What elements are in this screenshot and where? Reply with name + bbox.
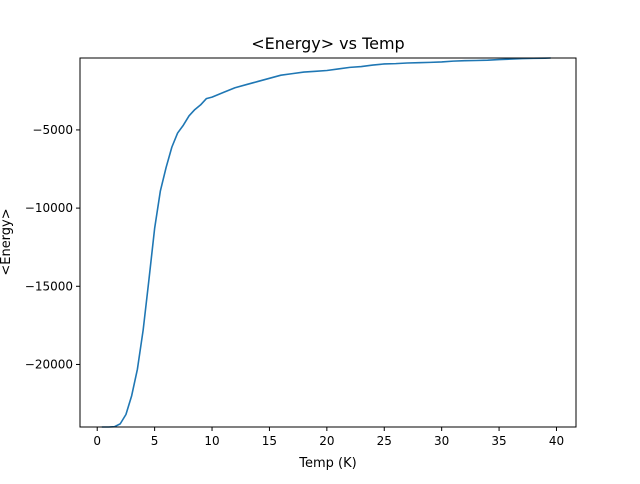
y-tick-label: −15000 [25, 279, 73, 293]
x-tick-label: 0 [93, 434, 101, 448]
y-tick-label: −20000 [25, 357, 73, 371]
x-axis-label: Temp (K) [298, 456, 356, 471]
x-axis-ticks: 0 5 10 15 20 25 30 35 40 [93, 427, 564, 448]
y-axis-label: <Energy> [0, 208, 14, 275]
x-tick-label: 20 [319, 434, 334, 448]
series-line-0 [101, 57, 551, 428]
x-tick-label: 15 [262, 434, 277, 448]
x-tick-label: 35 [491, 434, 506, 448]
x-tick-label: 30 [434, 434, 449, 448]
x-tick-label: 40 [549, 434, 564, 448]
y-tick-label: −5000 [32, 123, 73, 137]
plot-area [101, 57, 551, 428]
chart-title: <Energy> vs Temp [251, 34, 404, 53]
y-tick-label: −10000 [25, 201, 73, 215]
x-tick-label: 25 [377, 434, 392, 448]
axes-frame [79, 57, 577, 428]
x-tick-label: 5 [151, 434, 159, 448]
y-axis-ticks: −5000 −10000 −15000 −20000 [25, 123, 80, 371]
x-tick-label: 10 [204, 434, 219, 448]
